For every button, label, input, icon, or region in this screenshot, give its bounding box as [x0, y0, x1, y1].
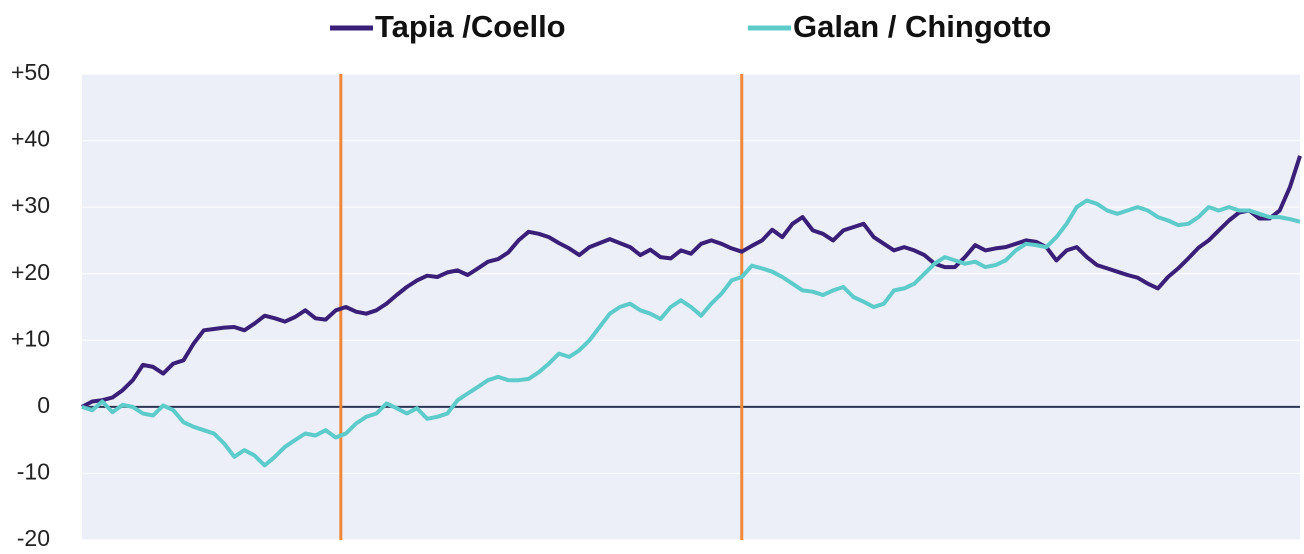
series-line — [81, 198, 1301, 468]
y-tick-label: +10 — [11, 325, 50, 351]
y-tick-label: 0 — [37, 392, 50, 418]
y-tick-label: +20 — [11, 259, 50, 285]
y-tick-label: +30 — [11, 192, 50, 218]
y-tick-label: -10 — [17, 459, 50, 485]
y-tick-label: +40 — [11, 126, 50, 152]
series-line — [81, 155, 1302, 409]
y-tick-label: +50 — [11, 59, 50, 85]
y-tick-label: -20 — [17, 525, 50, 551]
legend-label: Galan / Chingotto — [793, 9, 1051, 44]
legend-label: Tapia /Coello — [375, 9, 566, 44]
